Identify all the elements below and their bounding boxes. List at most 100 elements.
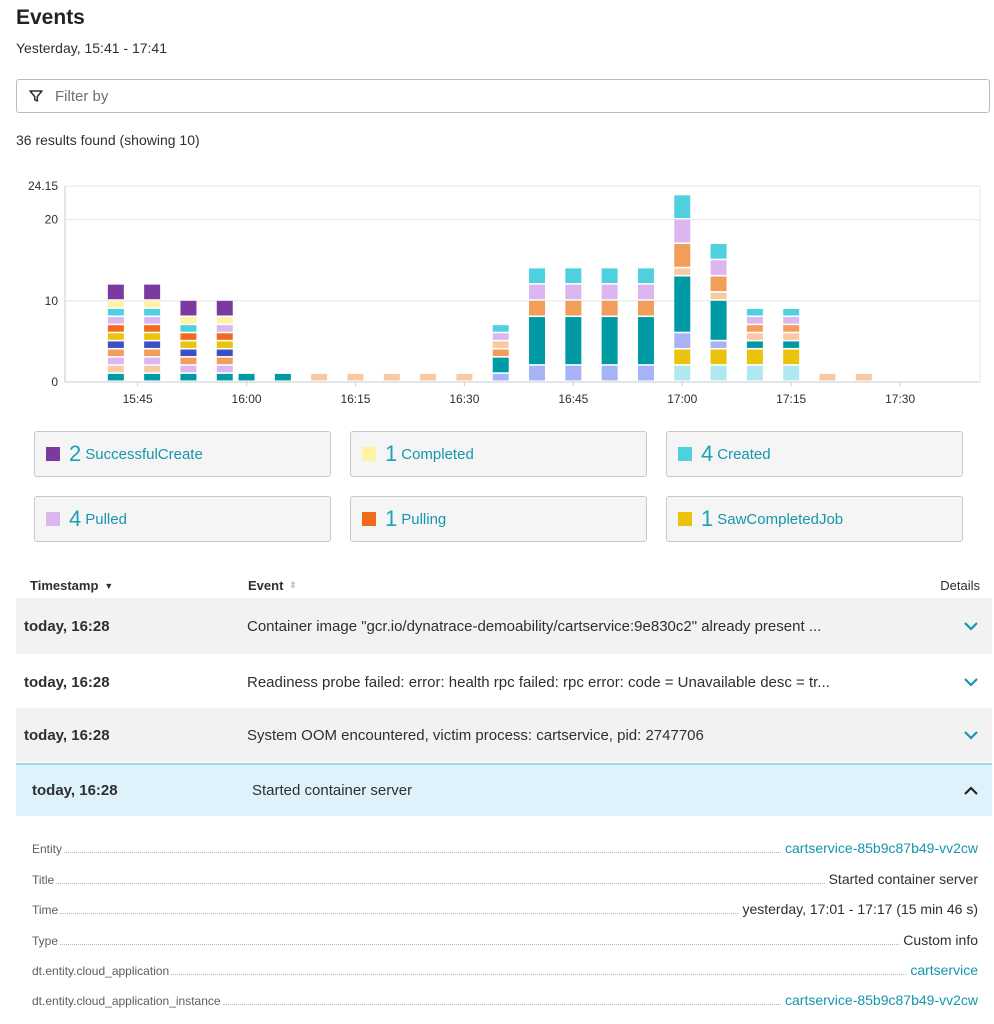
bar-segment xyxy=(746,349,763,365)
bar-segment xyxy=(216,325,233,332)
detail-type: Type Custom info xyxy=(32,925,978,955)
bar-segment xyxy=(180,373,197,381)
bar-segment xyxy=(216,341,233,348)
chevron-down-icon[interactable] xyxy=(962,617,980,635)
bar-segment xyxy=(144,373,161,381)
bar-segment xyxy=(180,349,197,357)
bar-segment xyxy=(674,333,691,348)
bar-segment xyxy=(107,373,124,381)
bar-segment xyxy=(216,349,233,357)
column-header-details: Details xyxy=(940,578,980,593)
column-header-event[interactable]: Event ⇳ xyxy=(248,578,297,593)
legend-item-successfulcreate[interactable]: 2 SuccessfulCreate xyxy=(34,431,331,477)
results-count: 36 results found (showing 10) xyxy=(16,132,200,148)
y-tick-label: 10 xyxy=(45,294,59,308)
bar-segment xyxy=(107,333,124,340)
sort-icon: ⇳ xyxy=(289,580,297,590)
bar-segment xyxy=(216,365,233,373)
x-tick-label: 16:15 xyxy=(340,392,370,406)
bar-segment xyxy=(216,317,233,324)
legend-count: 1 xyxy=(701,506,714,531)
legend-item-sawcompletedjob[interactable]: 1 SawCompletedJob xyxy=(666,496,963,542)
bar-segment xyxy=(601,365,618,381)
bar-segment xyxy=(674,244,691,267)
detail-value: Started container server xyxy=(828,870,978,887)
bar-segment xyxy=(492,349,509,357)
bar-segment xyxy=(601,284,618,300)
bar-segment xyxy=(783,365,800,381)
detail-label: Title xyxy=(32,872,55,887)
detail-value-link[interactable]: cartservice xyxy=(910,961,978,978)
bar-segment xyxy=(180,333,197,340)
detail-time: Time yesterday, 17:01 - 17:17 (15 min 46… xyxy=(32,895,978,925)
table-row[interactable]: today, 16:28 Readiness probe failed: err… xyxy=(16,656,992,708)
filter-bar[interactable] xyxy=(16,79,990,113)
x-tick-label: 16:30 xyxy=(449,392,479,406)
column-header-timestamp[interactable]: Timestamp ▼ xyxy=(30,578,113,593)
bar-segment xyxy=(710,292,727,300)
bar-segment xyxy=(492,341,509,348)
bar-segment xyxy=(107,325,124,332)
chevron-down-icon[interactable] xyxy=(962,726,980,744)
bar-segment xyxy=(144,341,161,348)
bar-segment xyxy=(746,317,763,324)
table-row[interactable]: today, 16:28 System OOM encountered, vic… xyxy=(16,708,992,762)
event-details: Entity cartservice-85b9c87b49-vv2cw Titl… xyxy=(32,834,978,1016)
legend-item-completed[interactable]: 1 Completed xyxy=(350,431,647,477)
bar-segment xyxy=(565,365,582,381)
detail-value-link[interactable]: cartservice-85b9c87b49-vv2cw xyxy=(785,992,978,1009)
bar-segment xyxy=(420,373,437,381)
bar-segment xyxy=(274,373,291,381)
bar-segment xyxy=(144,365,161,373)
column-header-label: Timestamp xyxy=(30,578,99,593)
detail-title: Title Started container server xyxy=(32,864,978,894)
bar-segment xyxy=(783,349,800,365)
bar-segment xyxy=(674,195,691,219)
row-timestamp: today, 16:28 xyxy=(24,726,110,744)
bar-segment xyxy=(710,349,727,365)
x-tick-label: 15:45 xyxy=(123,392,153,406)
bar-segment xyxy=(710,244,727,259)
bar-segment xyxy=(783,325,800,332)
chevron-down-icon[interactable] xyxy=(962,673,980,691)
bar-segment xyxy=(107,308,124,316)
row-event: System OOM encountered, victim process: … xyxy=(247,726,704,744)
legend: 2 SuccessfulCreate 1 Completed 4 Created… xyxy=(34,431,966,542)
legend-item-pulling[interactable]: 1 Pulling xyxy=(350,496,647,542)
bar-segment xyxy=(107,365,124,373)
chevron-up-icon[interactable] xyxy=(962,782,980,800)
dotted-leader xyxy=(60,913,739,915)
bar-segment xyxy=(637,268,654,284)
bar-segment xyxy=(180,365,197,373)
bar-segment xyxy=(180,341,197,348)
filter-input[interactable] xyxy=(55,87,955,105)
column-header-label: Event xyxy=(248,578,284,593)
legend-label: Pulling xyxy=(401,510,447,528)
x-tick-label: 16:45 xyxy=(558,392,588,406)
legend-swatch xyxy=(678,512,692,526)
legend-item-pulled[interactable]: 4 Pulled xyxy=(34,496,331,542)
bar-segment xyxy=(746,341,763,348)
detail-label: dt.entity.cloud_application_instance xyxy=(32,994,221,1009)
legend-label: SawCompletedJob xyxy=(717,510,844,528)
table-row-expanded[interactable]: today, 16:28 Started container server xyxy=(16,763,992,816)
bar-segment xyxy=(529,268,546,284)
table-row[interactable]: today, 16:28 Container image "gcr.io/dyn… xyxy=(16,598,992,654)
legend-item-created[interactable]: 4 Created xyxy=(666,431,963,477)
detail-label: Entity xyxy=(32,842,63,857)
bar-segment xyxy=(492,357,509,373)
page-title: Events xyxy=(16,6,85,29)
legend-swatch xyxy=(46,512,60,526)
detail-value-link[interactable]: cartservice-85b9c87b49-vv2cw xyxy=(785,840,978,857)
bar-segment xyxy=(746,308,763,316)
detail-cloud-application-instance: dt.entity.cloud_application_instance car… xyxy=(32,986,978,1016)
bar-segment xyxy=(180,317,197,324)
bar-segment xyxy=(492,373,509,381)
sort-descending-icon: ▼ xyxy=(104,580,114,591)
bar-segment xyxy=(855,373,872,381)
timeframe-selector[interactable]: Yesterday, 15:41 - 17:41 xyxy=(16,40,167,56)
row-event: Started container server xyxy=(252,782,413,799)
bar-segment xyxy=(238,373,255,381)
bar-segment xyxy=(144,333,161,340)
bar-segment xyxy=(216,373,233,381)
